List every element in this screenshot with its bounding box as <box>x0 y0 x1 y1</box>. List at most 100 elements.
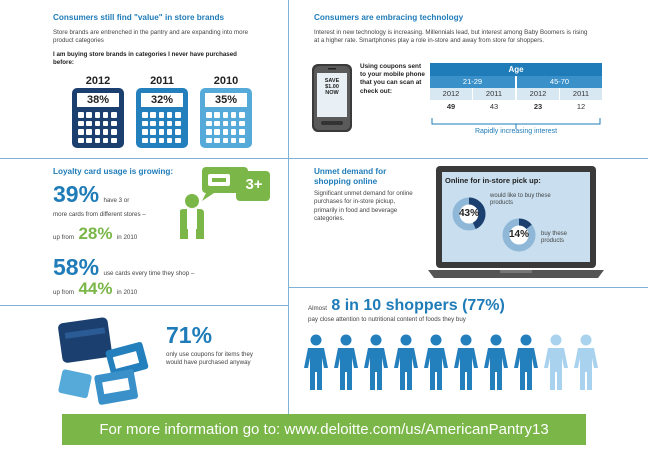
calculator-value-2011: 32% <box>141 93 183 107</box>
calculator-key <box>166 129 173 135</box>
loyalty-title: Loyalty card usage is growing: <box>53 167 174 176</box>
stat-39-upfrom: up from <box>53 234 74 241</box>
calculator-key <box>94 137 101 143</box>
calculator-key <box>86 137 92 143</box>
donut-fill <box>452 197 486 231</box>
stat-28-percent: 28% <box>78 224 113 243</box>
calculator-value-2010: 35% <box>205 93 247 107</box>
calculator-icon-2012: 38% <box>72 88 124 148</box>
calculator-key <box>230 129 237 135</box>
card-badge-text: 3+ <box>245 176 263 193</box>
calculator-key <box>239 120 245 126</box>
person-icon <box>364 334 388 390</box>
calculator-key <box>94 112 101 118</box>
person-icon <box>484 334 508 390</box>
table-value: 23 <box>533 102 543 111</box>
calculator-key <box>214 112 220 118</box>
shoppers-sub: pay close attention to nutritional conte… <box>308 316 466 323</box>
loyalty-stat-2-prev: up from 44% in 2010 <box>53 280 137 299</box>
store-brands-panel: Consumers still find "value" in store br… <box>53 13 283 68</box>
table-year: 2012 <box>517 88 559 100</box>
calculator-key <box>239 137 245 143</box>
calculator-value-2012: 38% <box>77 93 119 107</box>
calculator-key <box>78 129 84 135</box>
donut1-label: would like to buy these products <box>490 193 551 206</box>
calculator-key <box>166 112 173 118</box>
coupon-text: Using coupons sent to your mobile phone … <box>360 63 425 95</box>
loyalty-stat-2: 58% use cards every time they shop – <box>53 256 194 280</box>
calculator-key <box>158 120 165 126</box>
calculator-key <box>222 129 229 135</box>
donut-fill <box>502 218 536 252</box>
calculator-key <box>175 129 181 135</box>
calculator-key <box>78 112 84 118</box>
donut-43-icon <box>452 197 486 231</box>
calculator-key <box>78 120 84 126</box>
vertical-divider <box>288 0 289 414</box>
divider-row1 <box>0 158 648 159</box>
person-icon <box>454 334 478 390</box>
person-icon <box>334 334 358 390</box>
smartphone-icon <box>312 64 352 132</box>
person-icon <box>514 334 538 390</box>
technology-panel: Consumers are embracing technology Inter… <box>314 13 604 46</box>
arrow-label: Rapidly increasing interest <box>474 128 558 135</box>
donut1-value: 43% <box>458 208 479 219</box>
donut-14-icon <box>502 218 536 252</box>
coupon-71-percent: 71% <box>166 322 213 348</box>
calculator-key <box>222 120 229 126</box>
loyalty-stat-1-prev: up from 28% in 2010 <box>53 225 137 244</box>
calculator-key <box>214 120 220 126</box>
table-year: 2011 <box>473 88 515 100</box>
calculator-key <box>166 120 173 126</box>
person-icon <box>424 334 448 390</box>
online-title: Unmet demand for shopping online <box>314 167 387 186</box>
screen-title: Online for in-store pick up: <box>445 176 541 185</box>
calculator-key <box>214 137 220 143</box>
calculator-key <box>158 129 165 135</box>
stat-58-year: in 2010 <box>116 289 138 296</box>
stat-39-percent: 39% <box>53 181 100 207</box>
calculator-key <box>150 120 156 126</box>
calculator-key <box>142 129 148 135</box>
calculator-key <box>86 129 92 135</box>
wallet-coupons-icon <box>58 317 149 405</box>
shoppers-headline-row: Almost 8 in 10 shoppers (77%) <box>308 297 505 315</box>
stat-44-percent: 44% <box>78 279 113 298</box>
calculator-key <box>142 137 148 143</box>
technology-title: Consumers are embracing technology <box>314 13 464 22</box>
stat-39-text: have 3 or <box>103 197 130 204</box>
calculator-key <box>206 120 212 126</box>
calculator-key <box>166 137 173 143</box>
calculator-key <box>206 112 212 118</box>
calculator-key <box>142 112 148 118</box>
calculator-key <box>111 120 117 126</box>
calculator-key <box>175 120 181 126</box>
calculator-key <box>239 112 245 118</box>
calculator-key <box>214 129 220 135</box>
divider-right-row2 <box>289 287 648 288</box>
store-brands-body: Store brands are entrenched in the pantr… <box>53 29 249 45</box>
calculator-key <box>86 120 92 126</box>
stat-39-text-2: more cards from different stores – <box>53 211 146 218</box>
stat-58-percent: 58% <box>53 254 100 280</box>
year-2010: 2010 <box>213 75 239 87</box>
calculator-key <box>230 137 237 143</box>
stat-39-year: in 2010 <box>116 234 138 241</box>
calculator-icon-2010: 35% <box>200 88 252 148</box>
technology-body: Interest in new technology is increasing… <box>314 29 588 45</box>
store-brands-title: Consumers still find "value" in store br… <box>53 13 225 22</box>
loyalty-stat-1: 39% have 3 or <box>53 183 129 207</box>
calculator-key <box>158 112 165 118</box>
age-group-45-70: 45-70 <box>517 76 602 88</box>
loyalty-card-person-icon <box>180 167 270 239</box>
table-value: 43 <box>489 102 499 111</box>
calculator-key <box>206 129 212 135</box>
bracket-arrow-icon <box>431 118 601 129</box>
calculator-key <box>230 120 237 126</box>
footer-banner: For more information go to: www.deloitte… <box>62 414 586 445</box>
calculator-key <box>102 129 109 135</box>
stat-58-upfrom: up from <box>53 289 74 296</box>
calculator-key <box>102 112 109 118</box>
calculator-key <box>150 129 156 135</box>
